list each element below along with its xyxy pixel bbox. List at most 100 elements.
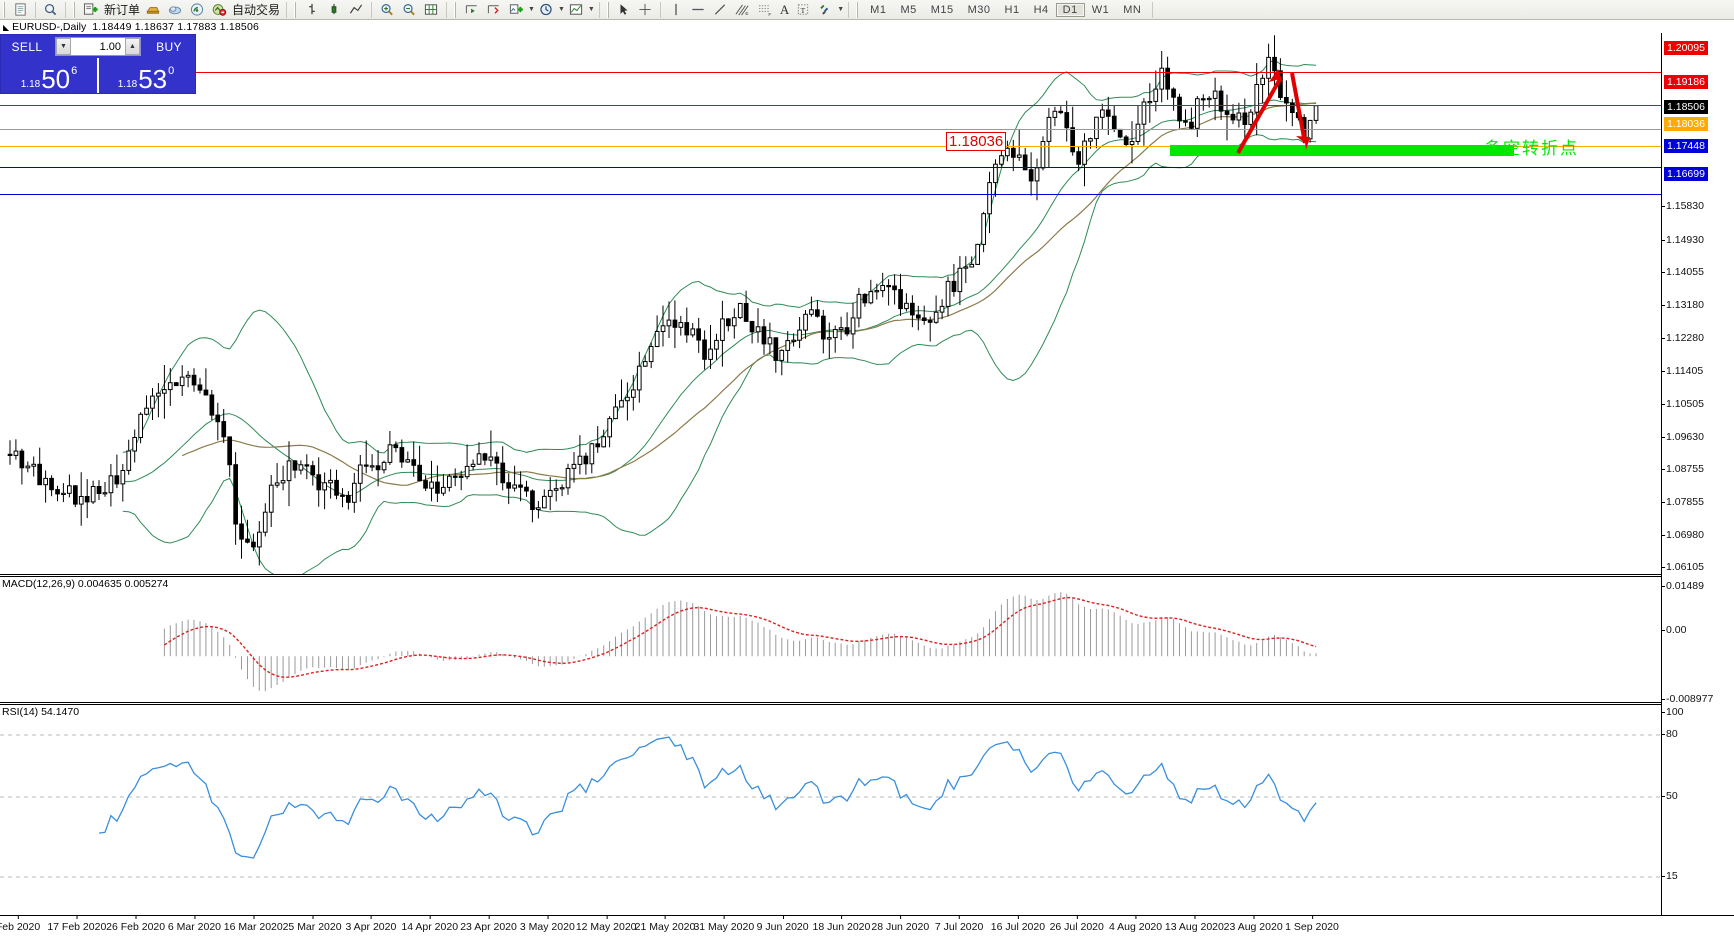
rsi-pane[interactable]: RSI(14) 54.1470 <box>0 704 1661 915</box>
new-order-label[interactable]: 新订单 <box>104 3 141 17</box>
sell-price-fraction: 6 <box>71 65 78 77</box>
signal-icon[interactable] <box>186 1 208 19</box>
price-tick: 1.09630 <box>1662 430 1704 443</box>
volume-value[interactable]: 1.00 <box>71 38 125 55</box>
volume-decrease-button[interactable]: ▼ <box>56 38 71 55</box>
toolbar-grip[interactable] <box>3 1 7 18</box>
zoom-in-icon[interactable] <box>376 1 398 19</box>
trade-panel-prices: 1.18 50 6 1.18 53 0 <box>1 58 195 93</box>
horizontal-line-icon[interactable] <box>687 1 709 19</box>
time-tick: 16 Mar 2020 <box>223 915 283 933</box>
time-tick: 18 Jun 2020 <box>812 915 871 933</box>
chevron-down-icon[interactable]: ▼ <box>528 6 535 13</box>
candlestick-icon[interactable] <box>323 1 345 19</box>
chart-container[interactable]: 1.18036 多空转折点 MACD(12,26,9) 0.004635 0.0… <box>0 33 1734 939</box>
price-tag-118036: 1.18036 <box>946 132 1007 151</box>
buy-button[interactable]: BUY <box>156 39 182 54</box>
time-tick: 14 Apr 2020 <box>401 915 459 933</box>
sell-price[interactable]: 1.18 50 6 <box>1 58 97 93</box>
toolbar-grip[interactable] <box>856 1 861 18</box>
vertical-line-icon[interactable] <box>665 1 687 19</box>
chevron-down-icon[interactable]: ▼ <box>837 6 845 13</box>
timeframe-m1[interactable]: M1 <box>870 3 887 16</box>
price-tick: 1.14055 <box>1662 266 1704 279</box>
timeframe-m30[interactable]: M30 <box>967 3 991 16</box>
timeframe-h4[interactable]: H4 <box>1033 3 1049 16</box>
price-level-label[interactable]: 1.16699 <box>1664 167 1708 182</box>
sell-button[interactable]: SELL <box>11 39 43 54</box>
rsi-label: RSI(14) 54.1470 <box>2 706 80 718</box>
text-label-icon[interactable]: T <box>792 1 814 19</box>
volume-increase-button[interactable]: ▲ <box>125 38 140 55</box>
buy-price[interactable]: 1.18 53 0 <box>97 58 193 93</box>
indicators-add-icon[interactable] <box>505 1 527 19</box>
timeframe-m5[interactable]: M5 <box>900 3 917 16</box>
trendline-icon[interactable] <box>709 1 731 19</box>
toolbar-divider <box>286 1 288 18</box>
price-axis[interactable]: 1.15830 1.14930 1.14055 1.13180 1.12280 1.114… <box>1661 33 1734 915</box>
time-tick: 3 Apr 2020 <box>345 915 397 933</box>
magnifier-data-icon[interactable] <box>40 1 61 19</box>
price-level-label[interactable]: 1.19186 <box>1664 74 1708 89</box>
toolbar-divider <box>848 1 850 18</box>
time-tick: 3 May 2020 <box>519 915 575 933</box>
toolbar-grip[interactable] <box>294 1 299 18</box>
bar-chart-icon[interactable] <box>301 1 323 19</box>
rsi-tick: 80 <box>1662 728 1678 740</box>
sell-price-prefix: 1.18 <box>20 79 41 90</box>
timeframe-w1[interactable]: W1 <box>1091 3 1110 16</box>
document-icon[interactable] <box>10 1 31 19</box>
one-click-trade-panel[interactable]: SELL ▼ 1.00 ▲ BUY 1.18 50 6 1.18 53 0 <box>0 34 196 94</box>
chart-shift-icon[interactable] <box>483 1 505 19</box>
volume-stepper[interactable]: ▼ 1.00 ▲ <box>55 37 141 56</box>
autoscroll-icon[interactable] <box>461 1 483 19</box>
crosshair-icon[interactable] <box>634 1 656 19</box>
timeframe-h1[interactable]: H1 <box>1004 3 1020 16</box>
timeframe-d1[interactable]: D1 <box>1055 2 1085 17</box>
toolbar-divider <box>1152 1 1154 18</box>
timeframe-mn[interactable]: MN <box>1123 3 1142 16</box>
price-level-label[interactable]: 1.17448 <box>1664 139 1708 154</box>
trade-panel-top[interactable]: SELL ▼ 1.00 ▲ BUY <box>1 35 195 58</box>
equidistant-channel-icon[interactable]: E <box>731 1 754 19</box>
price-tick: 1.15830 <box>1662 200 1704 213</box>
toolbar-grip[interactable] <box>606 1 611 18</box>
support-band <box>1170 145 1514 156</box>
toolbar-grip[interactable] <box>73 1 77 18</box>
grid-icon[interactable] <box>420 1 442 19</box>
price-level-label[interactable]: 1.18506 <box>1664 100 1708 115</box>
cursor-icon[interactable] <box>614 1 634 19</box>
auto-trading-label[interactable]: 自动交易 <box>232 3 281 17</box>
time-tick: 17 Feb 2020 <box>47 915 107 933</box>
toolbar-divider <box>446 1 448 18</box>
gold-bar-icon[interactable] <box>142 1 164 19</box>
period-clock-icon[interactable] <box>535 1 557 19</box>
text-icon[interactable]: A <box>779 1 790 17</box>
time-axis[interactable]: Feb 2020 17 Feb 2020 26 Feb 2020 6 Mar 2020… <box>0 915 1734 939</box>
chevron-down-icon[interactable]: ▼ <box>587 6 595 13</box>
templates-icon[interactable] <box>565 1 587 19</box>
main-toolbar[interactable]: 新订单 自动交易 ▼ ▼ <box>0 0 1734 20</box>
price-tick: 1.06980 <box>1662 528 1704 541</box>
sell-price-main: 50 <box>41 64 71 94</box>
price-level-label[interactable]: 1.18036 <box>1664 117 1708 132</box>
toolbar-grip[interactable] <box>454 1 459 18</box>
macd-pane[interactable]: MACD(12,26,9) 0.004635 0.005274 <box>0 576 1661 703</box>
timeframe-group[interactable]: M1 M5 M15 M30 H1 H4 D1 W1 MN <box>863 2 1148 17</box>
chevron-down-icon[interactable]: ▼ <box>557 6 565 13</box>
macd-series <box>163 592 1317 692</box>
price-tick: 1.07855 <box>1662 496 1704 509</box>
time-tick: 7 Jul 2020 <box>934 915 984 933</box>
cloud-icon[interactable] <box>164 1 186 19</box>
zoom-out-icon[interactable] <box>398 1 420 19</box>
arrows-icon[interactable] <box>814 1 836 19</box>
time-tick: 31 May 2020 <box>693 915 755 933</box>
timeframe-m15[interactable]: M15 <box>930 3 954 16</box>
auto-trading-icon[interactable] <box>208 1 230 19</box>
price-pane[interactable]: 1.18036 多空转折点 <box>0 33 1661 575</box>
new-order-icon[interactable] <box>80 1 102 19</box>
price-level-label[interactable]: 1.20095 <box>1664 41 1708 56</box>
line-chart-icon[interactable] <box>345 1 367 19</box>
symbol-title: EURUSD-,Daily <box>12 21 87 33</box>
fibonacci-icon[interactable]: F <box>754 1 777 19</box>
